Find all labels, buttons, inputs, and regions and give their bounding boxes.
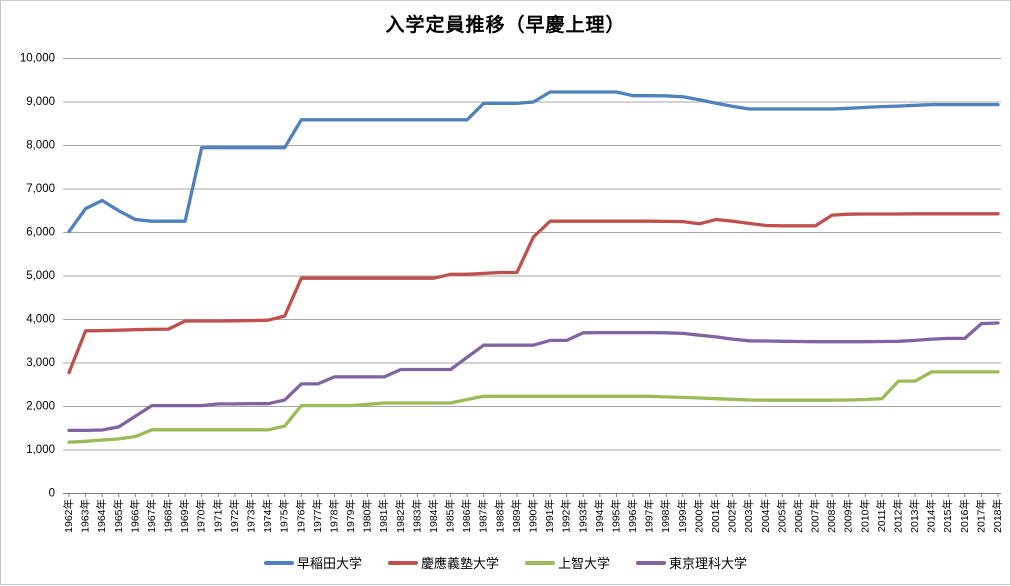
x-axis-tick-label: 1975年	[278, 499, 291, 533]
x-axis-tick-label: 1981年	[377, 499, 390, 533]
x-axis-tick-label: 1962年	[62, 499, 75, 533]
x-axis-tick-label: 1977年	[311, 499, 324, 533]
y-axis-tick-label: 10,000	[20, 53, 55, 65]
x-axis-tick-label: 1998年	[659, 499, 672, 533]
x-axis-tick-label: 1994年	[593, 499, 606, 533]
x-axis-tick-label: 2017年	[974, 499, 987, 533]
x-axis-tick-label: 1971年	[211, 499, 224, 533]
x-axis-tick-label: 2016年	[958, 499, 971, 533]
x-axis-tick-label: 2000年	[692, 499, 705, 533]
x-axis-tick-label: 1972年	[228, 499, 241, 533]
y-axis-tick-label: 6,000	[26, 227, 55, 239]
x-axis-tick-label: 1976年	[294, 499, 307, 533]
x-axis-tick-label: 1990年	[527, 499, 540, 533]
legend-line-swatch-tus	[636, 560, 667, 565]
y-axis-tick-label: 8,000	[26, 140, 55, 152]
x-axis-tick-label: 1964年	[95, 499, 108, 533]
x-axis-tick-label: 2009年	[842, 499, 855, 533]
y-axis-tick-label: 4,000	[26, 314, 55, 326]
series-line-waseda	[67, 90, 1000, 234]
x-axis-tick-label: 1991年	[543, 499, 556, 533]
legend-line-swatch-sophia	[525, 560, 555, 565]
x-axis-tick-label: 1970年	[195, 499, 208, 533]
x-axis-tick-label: 2007年	[809, 499, 822, 533]
x-axis-tick-label: 1973年	[244, 499, 257, 533]
x-axis-tick-label: 2012年	[891, 499, 904, 533]
x-axis-tick-label: 1965年	[112, 499, 125, 533]
y-axis-tick-label: 1,000	[26, 444, 55, 456]
x-axis-tick-label: 1968年	[162, 499, 175, 533]
x-axis-tick-label: 2001年	[709, 499, 722, 533]
x-axis-tick-label: 1997年	[643, 499, 656, 533]
legend-item-sophia: 上智大学	[525, 553, 610, 572]
x-axis-tick-label: 1985年	[444, 499, 457, 533]
legend-line-swatch-keio	[387, 560, 418, 565]
chart-title: 入学定員推移（早慶上理）	[385, 15, 626, 36]
x-axis-tick-label: 1999年	[676, 499, 689, 533]
legend-label-sophia: 上智大学	[558, 556, 611, 571]
series-line-tus	[67, 321, 1000, 433]
x-axis-tick-label: 1987年	[477, 499, 490, 533]
x-axis-tick-label: 2018年	[991, 499, 1004, 533]
x-axis-tick-label: 2002年	[726, 499, 739, 533]
x-axis-tick-label: 1966年	[128, 499, 141, 533]
x-axis-tick-label: 1979年	[344, 499, 357, 533]
x-axis-tick-label: 1983年	[410, 499, 423, 533]
y-axis-tick-label: 9,000	[26, 96, 55, 108]
legend-item-tus: 東京理科大学	[636, 553, 747, 572]
x-axis-tick-label: 1993年	[576, 499, 589, 533]
legend-label-tus: 東京理科大学	[669, 556, 748, 571]
x-axis-tick-label: 1969年	[178, 499, 191, 533]
legend-line-swatch-waseda	[263, 560, 294, 565]
y-axis-tick-label: 0	[49, 488, 55, 500]
x-axis-tick-label: 2008年	[825, 499, 838, 533]
x-axis-tick-label: 1988年	[493, 499, 506, 533]
y-axis-tick-label: 5,000	[26, 270, 55, 282]
x-axis-tick-label: 1967年	[145, 499, 158, 533]
x-axis-tick-label: 1992年	[560, 499, 573, 533]
x-axis-tick-label: 1995年	[609, 499, 622, 533]
series-line-keio	[67, 212, 1000, 375]
x-axis-tick-label: 1989年	[510, 499, 523, 533]
x-axis-tick-label: 2004年	[759, 499, 772, 533]
legend-label-keio: 慶應義塾大学	[420, 556, 499, 571]
x-axis-tick-label: 2011年	[875, 499, 888, 532]
x-axis-tick-label: 2003年	[742, 499, 755, 533]
y-axis-tick-label: 7,000	[26, 183, 55, 195]
y-axis-tick-label: 2,000	[26, 401, 55, 413]
y-axis-tick-label: 3,000	[26, 357, 55, 369]
x-axis-tick-label: 1982年	[394, 499, 407, 533]
x-axis-tick-label: 2013年	[908, 499, 921, 533]
legend-item-keio: 慶應義塾大学	[387, 553, 499, 572]
x-axis-tick-label: 1996年	[626, 499, 639, 533]
x-axis-tick-label: 2005年	[775, 499, 788, 533]
x-axis-tick-label: 2006年	[792, 499, 805, 533]
legend-item-waseda: 早稲田大学	[263, 553, 362, 572]
x-axis-tick-label: 2015年	[941, 499, 954, 533]
x-axis-tick-label: 1980年	[361, 499, 374, 533]
x-axis-tick-label: 1974年	[261, 499, 274, 533]
series-line-sophia	[67, 370, 1000, 444]
legend: 早稲田大学 慶應義塾大学 上智大学 東京理科大学	[1, 553, 1010, 572]
x-axis-tick-label: 2014年	[925, 499, 938, 533]
x-axis-tick-label: 1986年	[460, 499, 473, 533]
x-axis-tick-label: 2010年	[858, 499, 871, 533]
x-axis-tick-label: 1984年	[427, 499, 440, 533]
x-axis-tick-label: 1963年	[79, 499, 92, 533]
x-axis-tick-label: 1978年	[327, 499, 340, 533]
legend-label-waseda: 早稲田大学	[296, 556, 362, 571]
